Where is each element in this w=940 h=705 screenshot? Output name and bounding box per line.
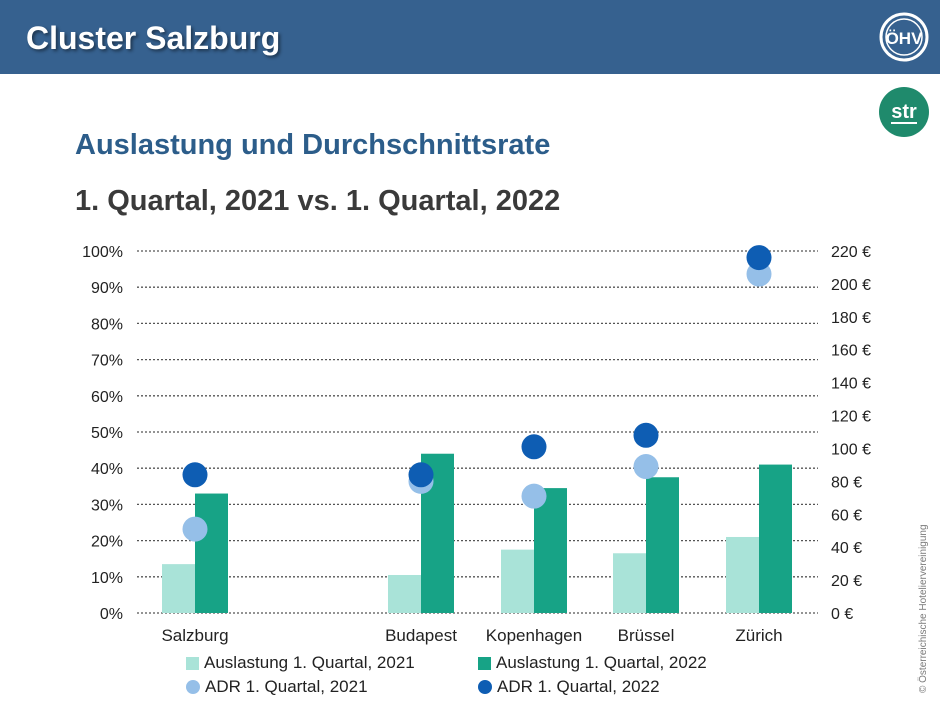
- chart-legend: Auslastung 1. Quartal, 2021 Auslastung 1…: [186, 651, 746, 701]
- point-adr-2021: [521, 483, 547, 509]
- legend-label-occ-2022: Auslastung 1. Quartal, 2022: [496, 653, 707, 672]
- chart-subtitle: 1. Quartal, 2021 vs. 1. Quartal, 2022: [75, 185, 561, 217]
- bar-occ-2021: [162, 564, 195, 613]
- legend-swatch-occ-2021: [186, 656, 199, 670]
- copyright-credit: © Österreichische Hoteliervereinigung: [918, 524, 929, 693]
- y-left-tick-label: 100%: [82, 244, 123, 261]
- y-right-tick-label: 120 €: [831, 409, 871, 426]
- bar-occ-2022: [646, 477, 679, 613]
- str-logo-text: str: [891, 101, 917, 123]
- point-adr-2022: [746, 245, 772, 271]
- x-tick-label: Zürich: [735, 626, 782, 645]
- ohv-logo: ÖHV: [879, 12, 929, 62]
- bar-occ-2021: [388, 574, 421, 613]
- point-adr-2022: [408, 462, 434, 488]
- legend-swatch-occ-2022: [478, 656, 491, 670]
- y-left-tick-label: 40%: [91, 461, 123, 478]
- y-left-tick-label: 20%: [91, 534, 123, 551]
- legend-item-occ-2022: Auslastung 1. Quartal, 2022: [478, 651, 707, 675]
- y-right-tick-label: 0 €: [831, 606, 853, 623]
- legend-swatch-adr-2022: [478, 680, 492, 694]
- point-adr-2022: [521, 434, 547, 460]
- x-tick-label: Budapest: [385, 626, 457, 645]
- x-tick-label: Kopenhagen: [486, 626, 582, 645]
- chart-title: Auslastung und Durchschnittsrate: [75, 129, 551, 161]
- legend-item-adr-2022: ADR 1. Quartal, 2022: [478, 675, 660, 699]
- y-right-tick-label: 160 €: [831, 343, 871, 360]
- legend-item-occ-2021: Auslastung 1. Quartal, 2021: [186, 651, 415, 675]
- y-left-tick-label: 70%: [91, 353, 123, 370]
- header-bar: Cluster Salzburg ÖHV: [0, 0, 940, 74]
- point-adr-2021: [182, 516, 208, 542]
- x-tick-label: Brüssel: [618, 626, 675, 645]
- y-right-tick-label: 180 €: [831, 310, 871, 327]
- x-tick-label: Salzburg: [161, 626, 228, 645]
- y-left-tick-label: 0%: [100, 606, 123, 623]
- ohv-logo-text: ÖHV: [886, 29, 924, 48]
- point-adr-2022: [182, 462, 208, 488]
- y-left-tick-label: 60%: [91, 389, 123, 406]
- legend-swatch-adr-2021: [186, 680, 200, 694]
- page-title: Cluster Salzburg: [26, 20, 281, 56]
- y-right-tick-label: 220 €: [831, 244, 871, 261]
- point-adr-2022: [633, 422, 659, 448]
- y-right-tick-label: 140 €: [831, 376, 871, 393]
- y-right-tick-label: 200 €: [831, 277, 871, 294]
- bar-occ-2022: [759, 464, 792, 613]
- bar-occ-2022: [534, 488, 567, 613]
- legend-item-adr-2021: ADR 1. Quartal, 2021: [186, 675, 368, 699]
- y-right-tick-label: 20 €: [831, 573, 862, 590]
- y-left-tick-label: 80%: [91, 316, 123, 333]
- legend-label-occ-2021: Auslastung 1. Quartal, 2021: [204, 653, 415, 672]
- y-right-tick-label: 40 €: [831, 540, 862, 557]
- str-logo: str: [879, 87, 929, 137]
- bar-occ-2021: [613, 553, 646, 613]
- y-left-tick-label: 10%: [91, 570, 123, 587]
- y-left-tick-label: 50%: [91, 425, 123, 442]
- y-right-tick-label: 60 €: [831, 507, 862, 524]
- legend-label-adr-2022: ADR 1. Quartal, 2022: [497, 677, 660, 696]
- bar-occ-2021: [501, 549, 534, 613]
- legend-label-adr-2021: ADR 1. Quartal, 2021: [205, 677, 368, 696]
- bar-occ-2021: [726, 536, 759, 613]
- bar-occ-2022: [195, 493, 228, 613]
- point-adr-2021: [633, 454, 659, 480]
- y-right-tick-label: 100 €: [831, 441, 871, 458]
- y-left-tick-label: 90%: [91, 280, 123, 297]
- y-left-tick-label: 30%: [91, 497, 123, 514]
- y-right-tick-label: 80 €: [831, 474, 862, 491]
